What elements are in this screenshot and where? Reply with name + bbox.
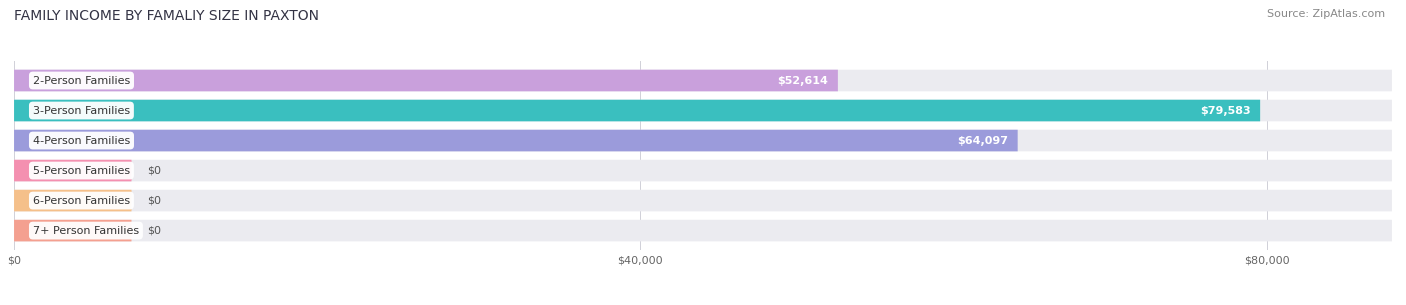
Text: 3-Person Families: 3-Person Families [32,106,129,116]
Text: $0: $0 [148,166,162,176]
Text: FAMILY INCOME BY FAMALIY SIZE IN PAXTON: FAMILY INCOME BY FAMALIY SIZE IN PAXTON [14,9,319,23]
FancyBboxPatch shape [14,190,132,211]
Text: $0: $0 [148,196,162,206]
FancyBboxPatch shape [14,70,1392,91]
FancyBboxPatch shape [14,130,1018,151]
Text: 6-Person Families: 6-Person Families [32,196,129,206]
FancyBboxPatch shape [14,220,1392,241]
Text: 4-Person Families: 4-Person Families [32,135,131,145]
Text: Source: ZipAtlas.com: Source: ZipAtlas.com [1267,9,1385,19]
Text: 5-Person Families: 5-Person Families [32,166,129,176]
FancyBboxPatch shape [14,100,1260,121]
FancyBboxPatch shape [14,70,838,91]
FancyBboxPatch shape [14,160,132,181]
Text: $0: $0 [148,226,162,235]
Text: 2-Person Families: 2-Person Families [32,76,131,85]
FancyBboxPatch shape [14,130,1392,151]
Text: $64,097: $64,097 [957,135,1008,145]
FancyBboxPatch shape [14,220,132,241]
Text: $79,583: $79,583 [1201,106,1251,116]
Text: 7+ Person Families: 7+ Person Families [32,226,139,235]
FancyBboxPatch shape [14,160,1392,181]
FancyBboxPatch shape [14,100,1392,121]
FancyBboxPatch shape [14,190,1392,211]
Text: $52,614: $52,614 [778,76,828,85]
